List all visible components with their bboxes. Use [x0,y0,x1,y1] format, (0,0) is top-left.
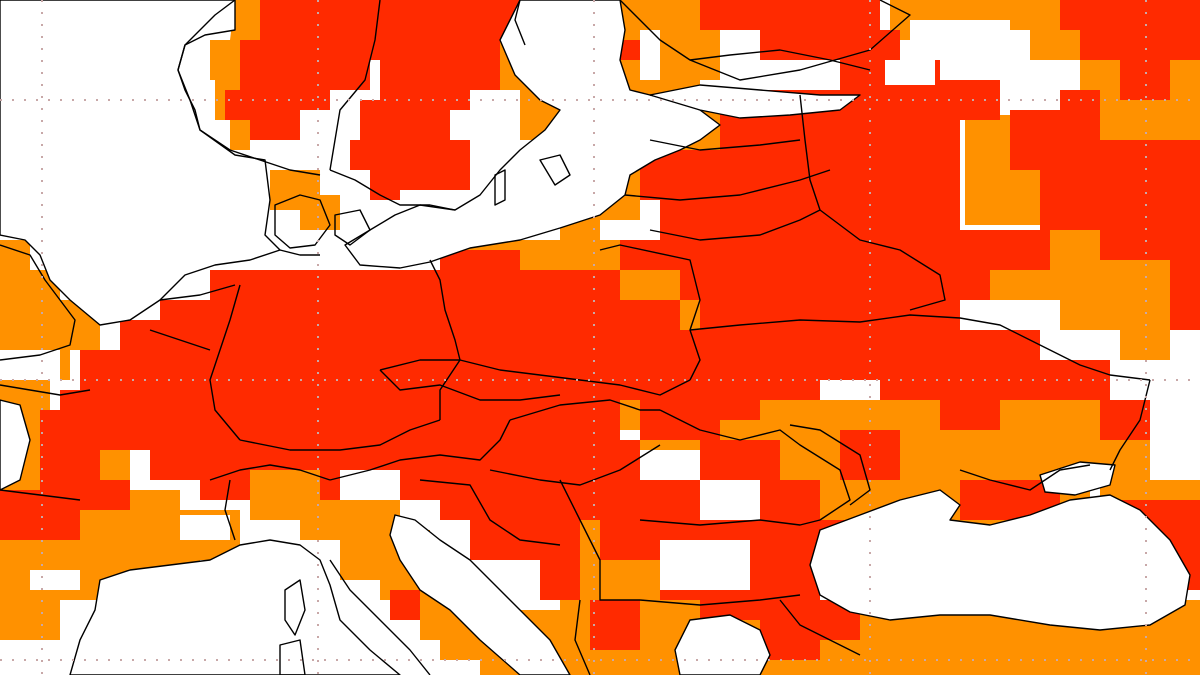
hole-spain-coast [30,570,80,590]
border-albania [574,599,591,675]
country-borders [0,0,1151,675]
coast-england-south [0,384,91,396]
region-romania-high [700,440,780,480]
border-romania-bulgaria [639,519,821,526]
border-germany-czech [379,359,461,420]
island-zealand [334,209,371,246]
border-romania [659,409,851,521]
coast-england-east [0,244,76,361]
island-gotland [539,154,571,186]
border-estonia-latvia [649,139,801,151]
high-class-layer [0,0,1200,660]
border-finland-russia [619,0,911,81]
border-benelux [149,284,236,351]
aegean-sea [674,614,771,675]
hole-greece [660,540,750,590]
coast-sweden-south [329,169,456,211]
region-spain-north-high [40,410,130,540]
region-sweden-high [350,0,520,200]
region-poland-high [440,270,640,390]
border-france-swiss [209,464,331,481]
border-belarus-ukraine [689,314,1151,381]
border-czech-austria [379,369,561,401]
region-norway-high [225,0,400,140]
border-bulgaria-greece [639,594,801,606]
border-poland-south [459,359,691,396]
border-lithuania-belarus [649,209,821,241]
no-data-cells [0,60,935,675]
border-poland-west [429,259,461,361]
region-russia-east-high [1060,0,1200,100]
region-bosnia-high [470,480,560,560]
border-hungary-south [489,444,661,486]
coast-kola [689,49,871,71]
hole-italy-sea [420,660,480,675]
border-turkey [779,599,861,656]
region-italy-cell-high [390,590,420,620]
border-poland-east [599,244,701,381]
island-sardinia [279,639,306,675]
region-russia-far-east-high [1140,140,1200,330]
border-russia-ukraine-south [1109,379,1151,471]
mediterranean-west [69,539,401,675]
gulf-of-finland [649,84,861,119]
hole-france-coast [0,350,60,380]
region-greece-cell-high [590,600,640,650]
coast-italy-east [329,559,431,675]
border-serbia [559,479,640,601]
region-balkans-high [500,440,880,620]
border-germany-denmark [279,249,320,256]
border-germany-south [239,419,441,451]
border-slovakia-hungary [509,399,660,421]
region-norway-coast-medium [270,170,340,230]
bay-of-biscay [0,399,31,491]
black-sea [809,489,1191,631]
region-russia-medium-3 [965,115,1040,225]
region-belarus-high [620,150,960,360]
border-germany-west [209,284,241,441]
border-france-italy [224,479,236,541]
border-moldova [789,424,871,506]
border-baltics-russia [799,94,946,311]
island-oland [494,169,506,206]
border-croatia-bosnia [419,479,561,546]
border-crimea [959,464,1091,491]
border-austria-south [329,419,511,481]
hole-karelia [885,60,935,85]
island-corsica [284,579,306,636]
coast-norway [177,0,321,176]
hole-italy-north [180,515,230,540]
country-denmark [274,194,331,249]
adriatic-sea [389,514,571,675]
border-sweden-finland [514,0,526,46]
region-portugal-high [0,490,40,540]
region-ukraine-high [640,330,1150,440]
border-france-spain [0,489,81,501]
region-russia-medium-4 [890,0,1010,40]
region-moldova-high [840,430,900,480]
border-norway-sweden [329,0,381,171]
